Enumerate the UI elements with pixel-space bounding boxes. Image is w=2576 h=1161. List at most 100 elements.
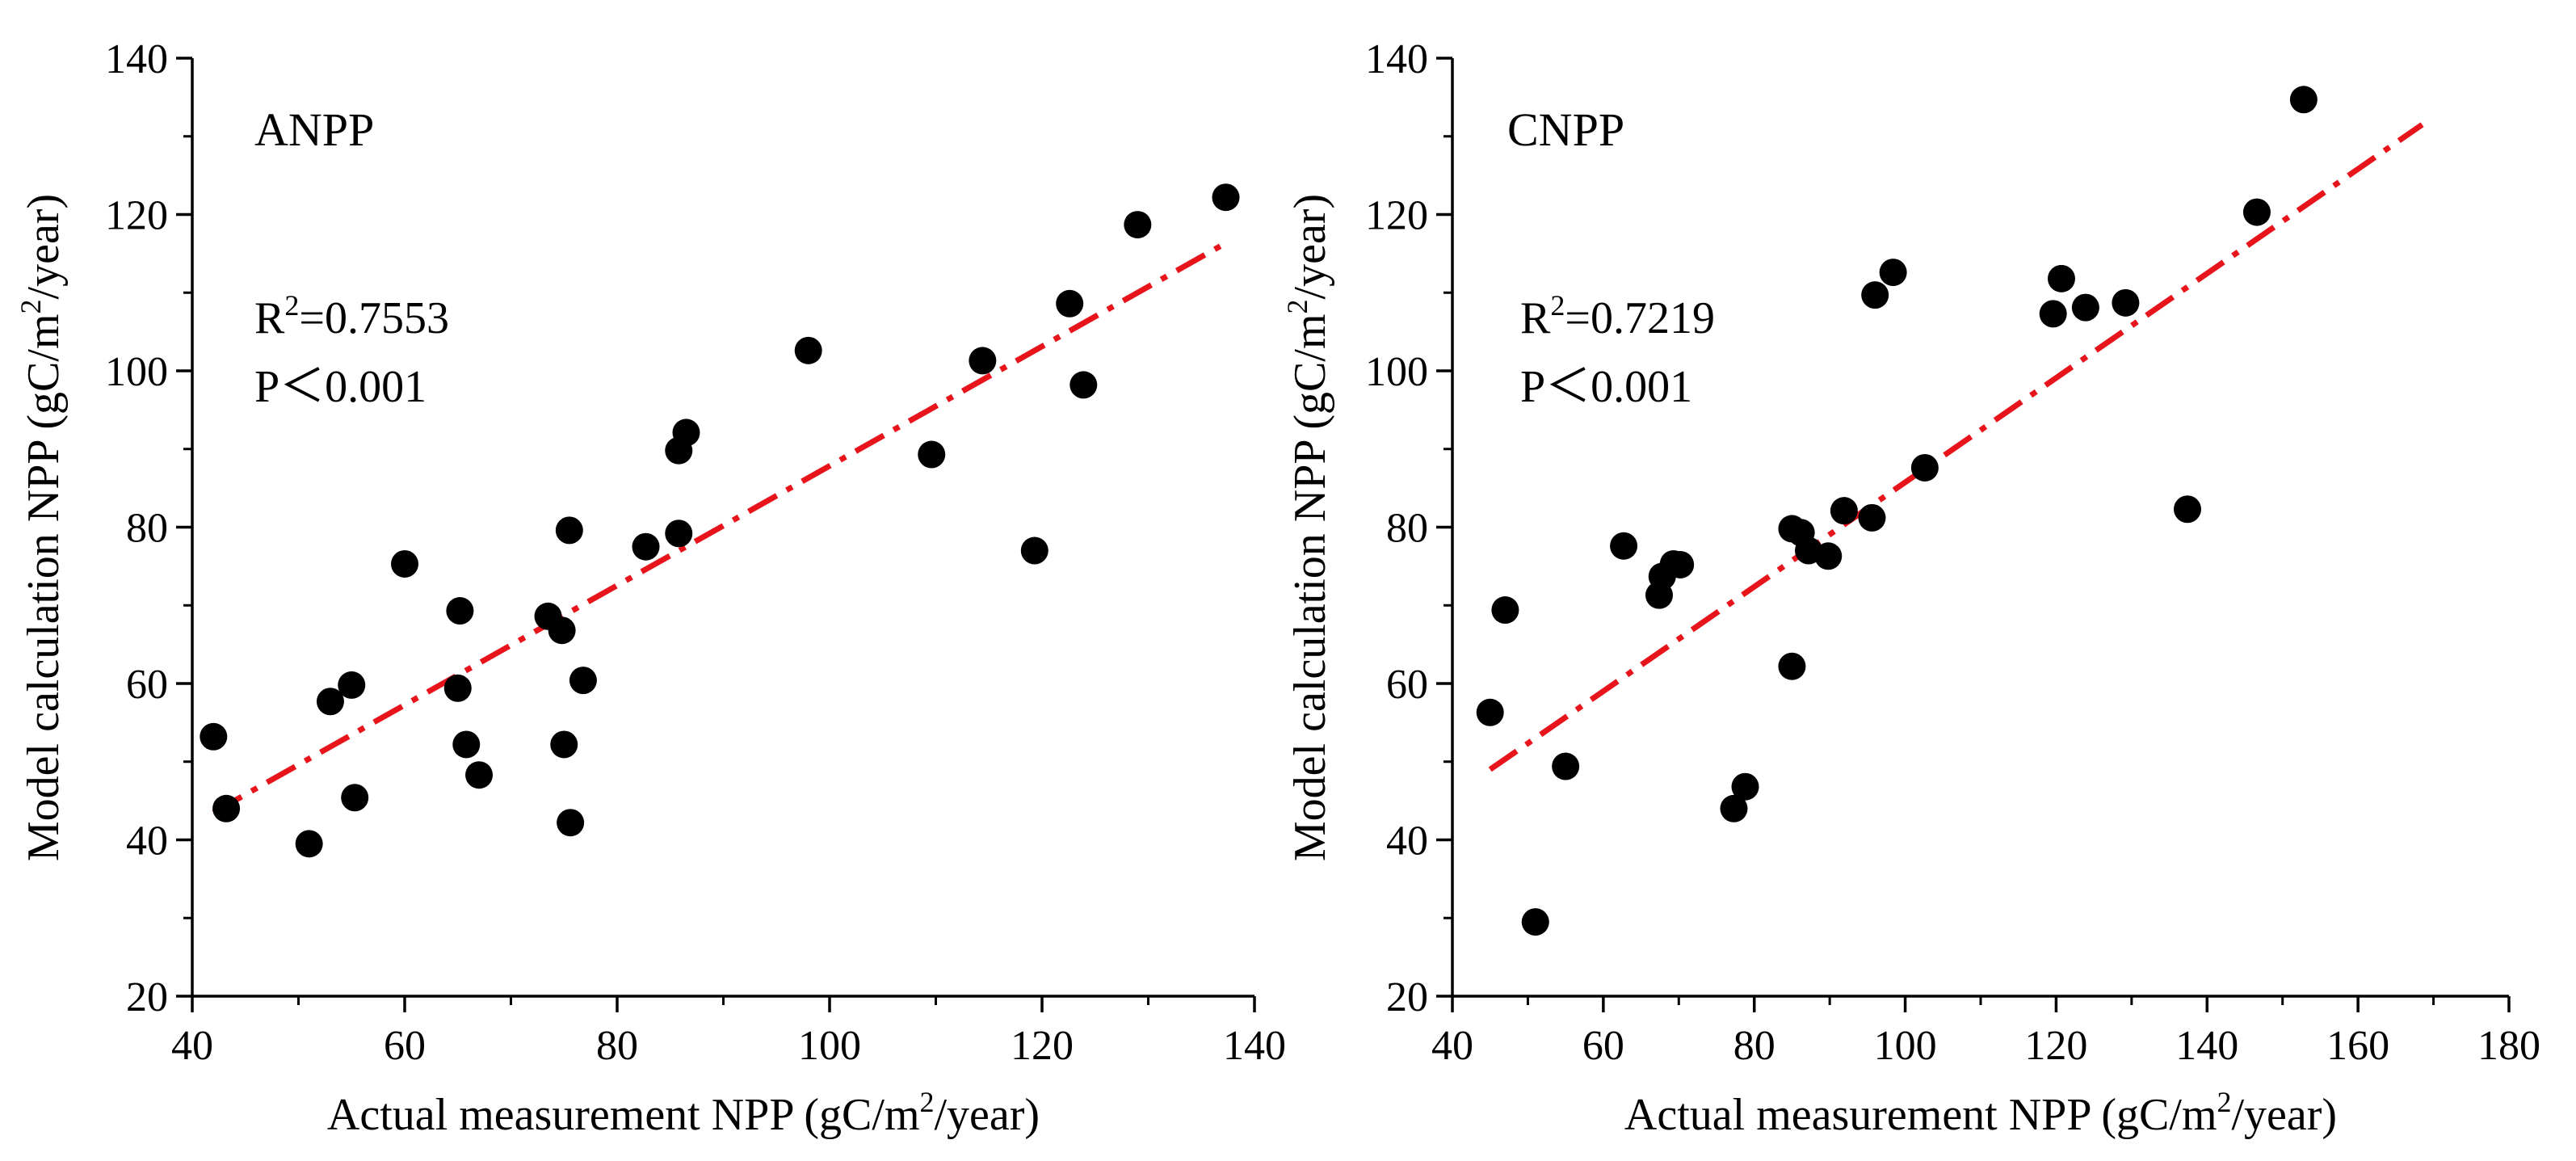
y-tick-label: 20 (1386, 974, 1428, 1020)
scatter-point (1552, 752, 1580, 780)
x-axis-label-prefix: Actual measurement NPP (gC/m (1624, 1090, 2217, 1140)
scatter-point (2242, 198, 2271, 226)
scatter-point (295, 830, 323, 858)
scatter-point (446, 597, 474, 625)
y-tick-label: 120 (105, 193, 168, 239)
scatter-point (550, 730, 578, 759)
scatter-point (338, 671, 366, 699)
scatter-point (212, 794, 241, 822)
scatter-point (632, 532, 660, 561)
scatter-point (665, 520, 693, 548)
x-tick-label: 60 (1582, 1023, 1624, 1069)
scatter-point (1731, 772, 1759, 801)
y-axis-label: Model calculation NPP (gC/m2/year) (15, 194, 69, 861)
scatter-point (391, 549, 418, 578)
scatter-point (1212, 183, 1240, 212)
y-tick-label: 60 (1386, 662, 1428, 708)
scatter-point (1056, 289, 1084, 318)
r-squared-annotation-superscript: 2 (1550, 289, 1565, 322)
panel-title: ANPP (254, 103, 374, 156)
scatter-point (465, 761, 494, 789)
x-tick-label: 180 (2477, 1023, 2540, 1069)
y-tick-label: 100 (1365, 349, 1428, 395)
r-squared-annotation-suffix: =0.7553 (299, 293, 449, 343)
r-squared-annotation-prefix: R (254, 293, 285, 343)
scatter-point (1861, 281, 1889, 309)
y-tick-label: 80 (1386, 506, 1428, 552)
x-axis-label-superscript: 2 (920, 1086, 935, 1118)
x-tick-label: 80 (596, 1023, 638, 1069)
x-tick-label: 60 (384, 1023, 426, 1069)
scatter-point (672, 419, 700, 447)
scatter-point (200, 722, 228, 751)
y-tick-label: 120 (1365, 193, 1428, 239)
y-tick-label: 140 (105, 36, 168, 82)
x-axis-label: Actual measurement NPP (gC/m2/year) (327, 1086, 1040, 1140)
scatter-point (1521, 908, 1549, 936)
x-tick-label: 40 (171, 1023, 213, 1069)
p-value-annotation: P＜0.001 (1520, 362, 1692, 412)
y-axis-label-superscript: 2 (15, 299, 47, 313)
y-tick-label: 60 (126, 662, 168, 708)
y-tick-label: 80 (126, 506, 168, 552)
scatter-point (2289, 86, 2318, 114)
scatter-point (555, 516, 583, 545)
scatter-point (794, 336, 822, 364)
x-axis-label-suffix: /year) (935, 1090, 1040, 1140)
x-tick-label: 140 (1223, 1023, 1286, 1069)
x-tick-label: 160 (2326, 1023, 2389, 1069)
scatter-point (1814, 542, 1843, 570)
r-squared-annotation-prefix: R (1520, 293, 1551, 343)
x-tick-label: 140 (2175, 1023, 2238, 1069)
panel-title: CNPP (1507, 103, 1624, 156)
scatter-point (1476, 698, 1504, 726)
y-tick-label: 40 (1386, 818, 1428, 864)
scatter-point (1610, 532, 1638, 560)
scatter-point (316, 688, 344, 716)
scatter-point (1069, 371, 1098, 399)
scatter-point (1910, 453, 1939, 482)
p-value-annotation: P＜0.001 (254, 362, 427, 412)
scatter-point (2071, 293, 2099, 322)
x-axis-label-prefix: Actual measurement NPP (gC/m (327, 1090, 920, 1140)
scatter-point (918, 440, 946, 469)
y-tick-label: 40 (126, 818, 168, 864)
scatter-point (1720, 794, 1748, 822)
y-axis-label-suffix: /year) (1285, 194, 1335, 300)
y-axis-label-suffix: /year) (19, 194, 69, 300)
regression-fit-line (1488, 122, 2424, 772)
x-tick-label: 100 (1874, 1023, 1937, 1069)
x-tick-label: 80 (1733, 1023, 1775, 1069)
y-tick-label: 140 (1365, 36, 1428, 82)
scatter-point (1491, 596, 1519, 625)
scatter-point (2173, 495, 2201, 524)
x-tick-label: 40 (1431, 1023, 1473, 1069)
y-axis-label-prefix: Model calculation NPP (gC/m (1285, 313, 1335, 861)
r-squared-annotation: R2=0.7219 (1520, 289, 1715, 343)
anpp-scatter-panel: 40 60 80 100 120 14020406080100120140ANPPR2=0… (15, 36, 1286, 1140)
y-axis-label: Model calculation NPP (gC/m2/year) (1281, 194, 1335, 861)
regression-fit-line (212, 239, 1229, 815)
x-tick-label: 100 (798, 1023, 861, 1069)
y-tick-label: 100 (105, 349, 168, 395)
scatter-point (2112, 288, 2140, 317)
x-tick-label: 120 (2024, 1023, 2087, 1069)
x-tick-label: 120 (1011, 1023, 1074, 1069)
y-axis-label-prefix: Model calculation NPP (gC/m (19, 313, 69, 861)
scatter-point (443, 674, 472, 702)
scatter-point (1830, 497, 1858, 525)
scatter-point (1666, 550, 1695, 578)
scatter-point (2047, 264, 2075, 292)
x-axis-label: Actual measurement NPP (gC/m2/year) (1624, 1086, 2337, 1140)
cnpp-scatter-panel: 40 60 80 100 120 140 160 18020406080100120140CN… (1281, 36, 2540, 1140)
scatter-point (1858, 503, 1886, 532)
scatter-point (1778, 652, 1806, 680)
scatter-point (569, 667, 597, 695)
r-squared-annotation-suffix: =0.7219 (1565, 293, 1715, 343)
scatter-point (1020, 536, 1048, 565)
x-axis-label-superscript: 2 (2217, 1086, 2232, 1118)
scatter-point (2039, 300, 2067, 328)
scatter-point (452, 730, 481, 759)
